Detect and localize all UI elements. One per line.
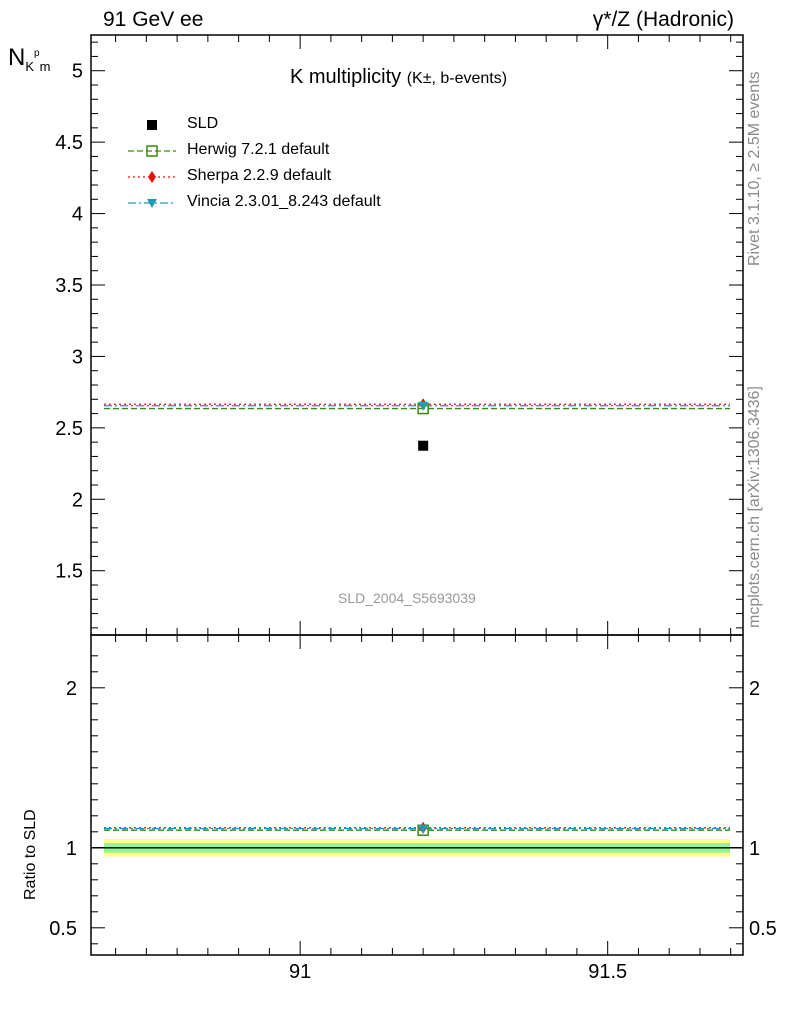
series-marker-top-2 [418,401,429,411]
x-tick-label: 91 [289,961,311,983]
plot-title-sub: (K±, b-events) [406,70,508,87]
y-tick-label-top: 2 [72,489,83,511]
y-tick-label-top: 4 [72,204,83,226]
legend-label-0: SLD [187,115,219,132]
legend-label-2: Sherpa 2.2.9 default [187,167,332,184]
legend-marker-0 [147,120,157,130]
plot-title: K multiplicity (K±, b-events) [290,66,507,89]
y-tick-label-top: 1.5 [55,561,83,583]
y-tick-label-top: 3 [72,346,83,368]
analysis-id-label: SLD_2004_S5693039 [338,590,476,606]
energy-label: 91 GeV ee [103,8,204,31]
y-tick-label-top: 5 [72,61,83,83]
x-tick-label: 91.5 [588,961,627,983]
process-label: γ*/Z (Hadronic) [592,8,734,31]
series-marker-bottom-2 [418,824,429,834]
legend-label-1: Herwig 7.2.1 default [187,141,330,158]
rivet-version-label: Rivet 3.1.10, ≥ 2.5M events [746,71,763,266]
y-tick-label-bottom-right: 0.5 [749,918,777,940]
data-point-sld [418,440,429,451]
legend-marker-1 [146,145,158,157]
y-tick-label-bottom-right: 1 [749,838,760,860]
mcplots-label: mcplots.cern.ch [arXiv:1306.3436] [746,386,763,628]
y-tick-label-top: 3.5 [55,275,83,297]
y-tick-label-top: 4.5 [55,132,83,154]
y-axis-label-bottom: Ratio to SLD [22,809,39,900]
y-tick-label-top: 2.5 [55,418,83,440]
y-tick-label-bottom-left: 0.5 [49,918,77,940]
legend-marker-2 [148,171,156,183]
y-tick-label-bottom-right: 2 [749,678,760,700]
y-tick-label-bottom-left: 1 [66,838,77,860]
plot-title-main: K multiplicity [290,66,402,88]
y-axis-label-top: NKpm [8,44,51,74]
legend-marker-3 [147,199,157,208]
bottom-plot-frame [90,634,744,956]
y-tick-label-bottom-left: 2 [66,678,77,700]
legend-label-3: Vincia 2.3.01_8.243 default [187,193,381,210]
y-axis-label-symbol: N [8,44,26,71]
